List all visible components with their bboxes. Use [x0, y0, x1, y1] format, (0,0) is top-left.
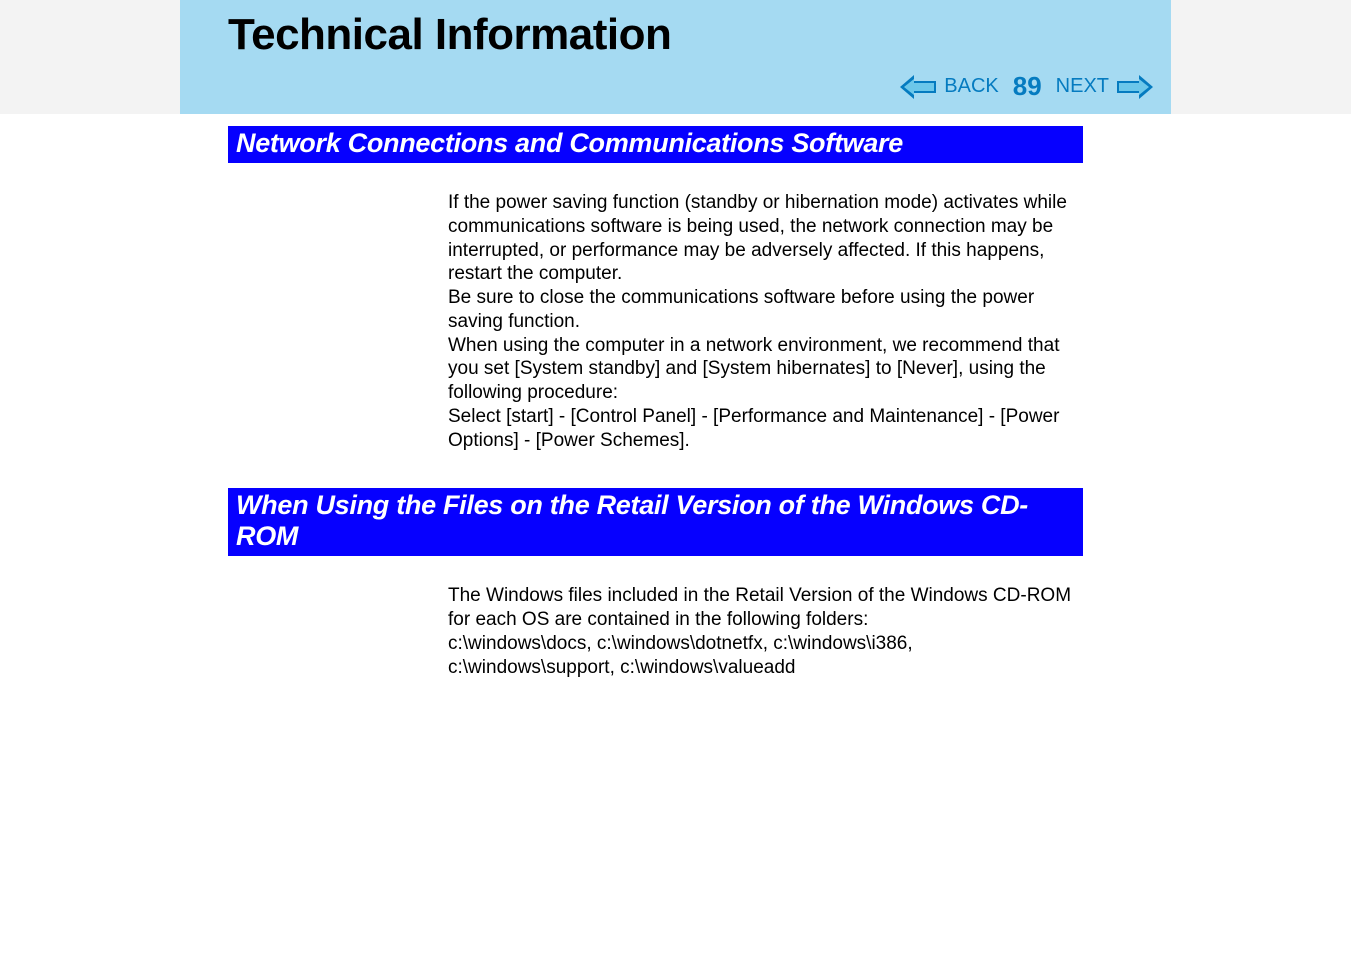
- back-arrow-icon[interactable]: [900, 75, 936, 99]
- section-heading-1: Network Connections and Communications S…: [228, 126, 1083, 163]
- next-arrow-icon[interactable]: [1117, 75, 1153, 99]
- content-area: Network Connections and Communications S…: [228, 114, 1083, 679]
- back-link[interactable]: BACK: [944, 75, 998, 98]
- next-link[interactable]: NEXT: [1056, 75, 1109, 98]
- section-body-1: If the power saving function (standby or…: [448, 191, 1083, 452]
- right-margin-bar: [1171, 0, 1351, 114]
- header: Technical Information BACK 89 NEXT: [180, 0, 1171, 114]
- page-container: Technical Information BACK 89 NEXT Netwo…: [0, 0, 1351, 679]
- nav-bar: BACK 89 NEXT: [900, 71, 1153, 102]
- page-number: 89: [1013, 71, 1042, 102]
- section-heading-2: When Using the Files on the Retail Versi…: [228, 488, 1083, 556]
- section-body-2: The Windows files included in the Retail…: [448, 584, 1083, 679]
- left-margin-bar: [0, 0, 180, 114]
- page-title: Technical Information: [180, 0, 1171, 60]
